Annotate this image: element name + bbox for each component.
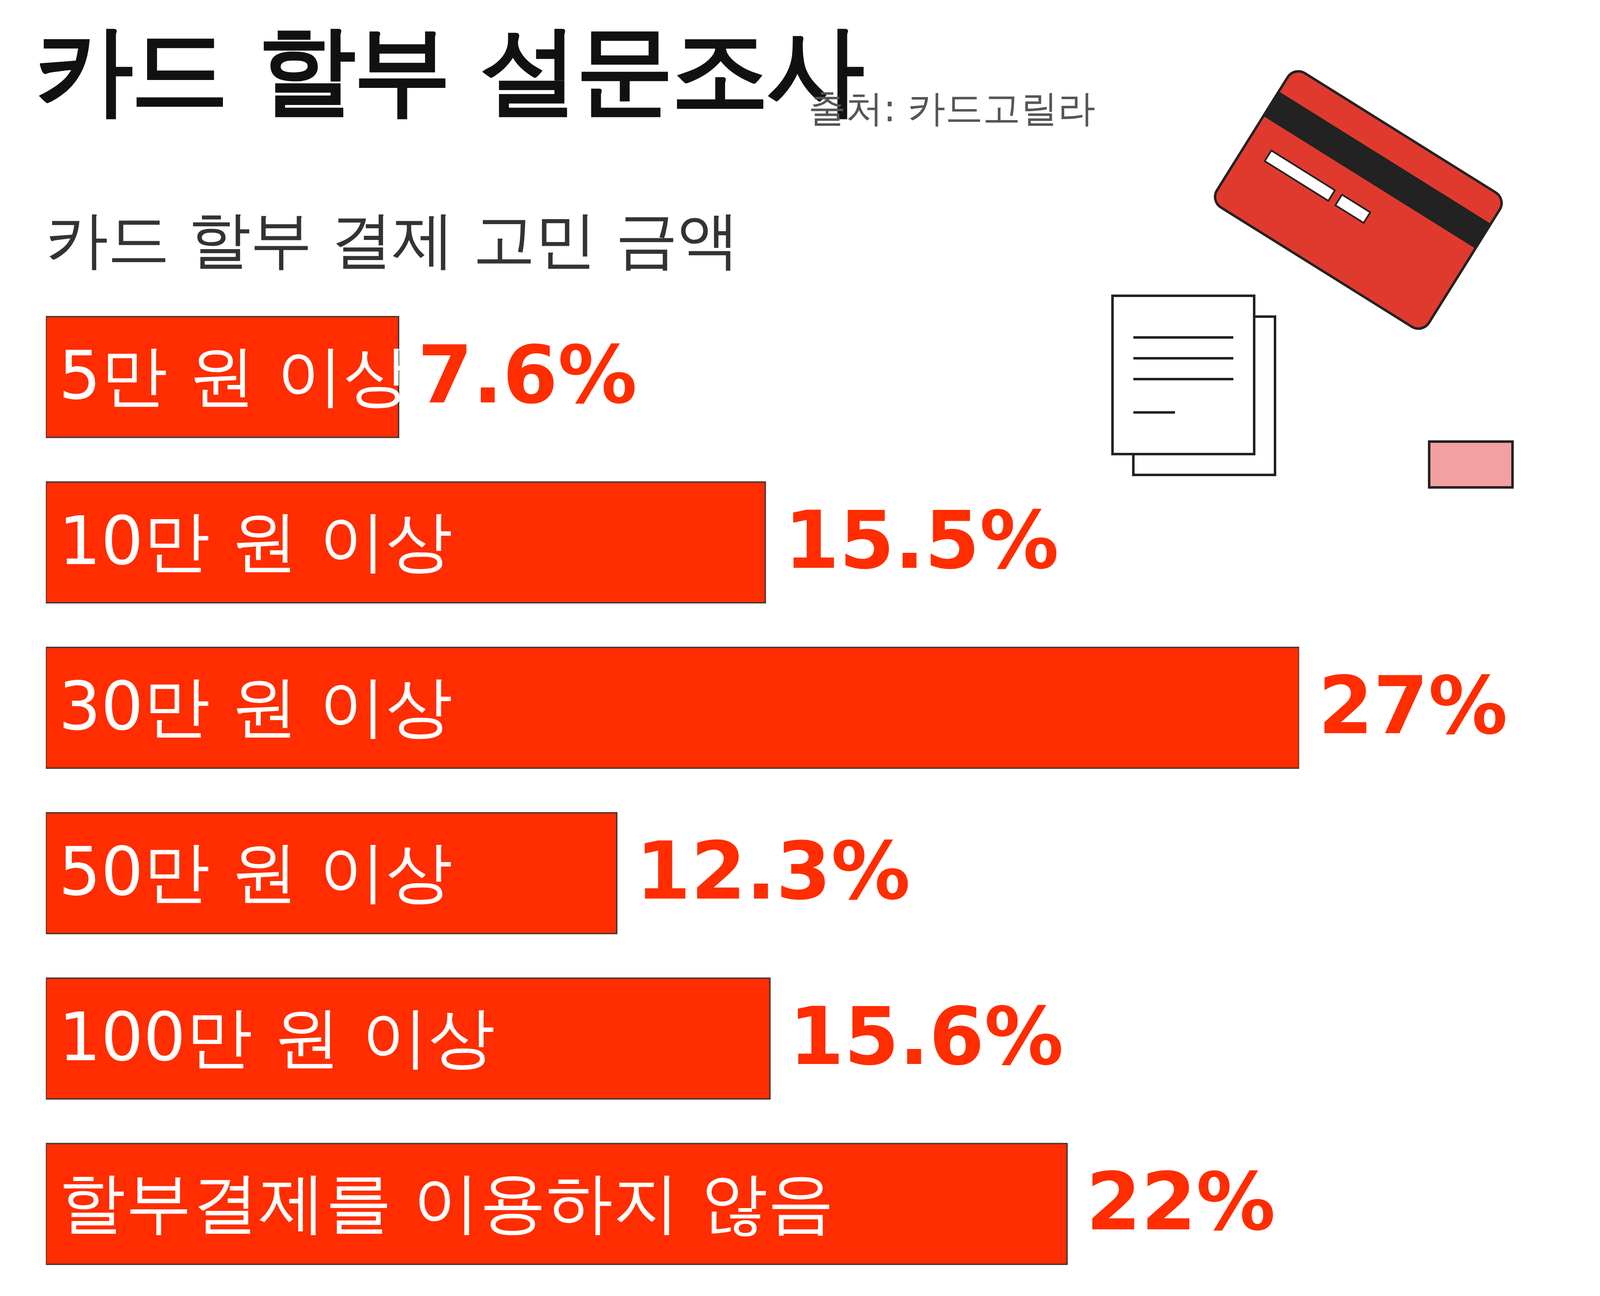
svg-text:7.6%: 7.6% [417, 329, 638, 422]
svg-text:27%: 27% [1318, 660, 1508, 753]
svg-text:30만 원 이상: 30만 원 이상 [58, 667, 453, 746]
svg-text:22%: 22% [1085, 1156, 1276, 1249]
svg-text:10만 원 이상: 10만 원 이상 [58, 502, 453, 580]
svg-text:50만 원 이상: 50만 원 이상 [58, 832, 453, 911]
svg-text:15.5%: 15.5% [784, 494, 1059, 587]
html-text:출처: 카드고릴라: 출처: 카드고릴라 [808, 86, 1096, 130]
html-text:카드 할부 설문조사: 카드 할부 설문조사 [35, 12, 862, 127]
svg-text:15.6%: 15.6% [788, 990, 1064, 1083]
html-text:카드 할부 결제 고민 금액: 카드 할부 결제 고민 금액 [45, 203, 739, 276]
svg-text:12.3%: 12.3% [635, 825, 911, 918]
svg-text:할부결제를 이용하지 않음: 할부결제를 이용하지 않음 [58, 1163, 835, 1242]
svg-text:100만 원 이상: 100만 원 이상 [58, 998, 495, 1077]
svg-text:5만 원 이상: 5만 원 이상 [58, 336, 411, 415]
